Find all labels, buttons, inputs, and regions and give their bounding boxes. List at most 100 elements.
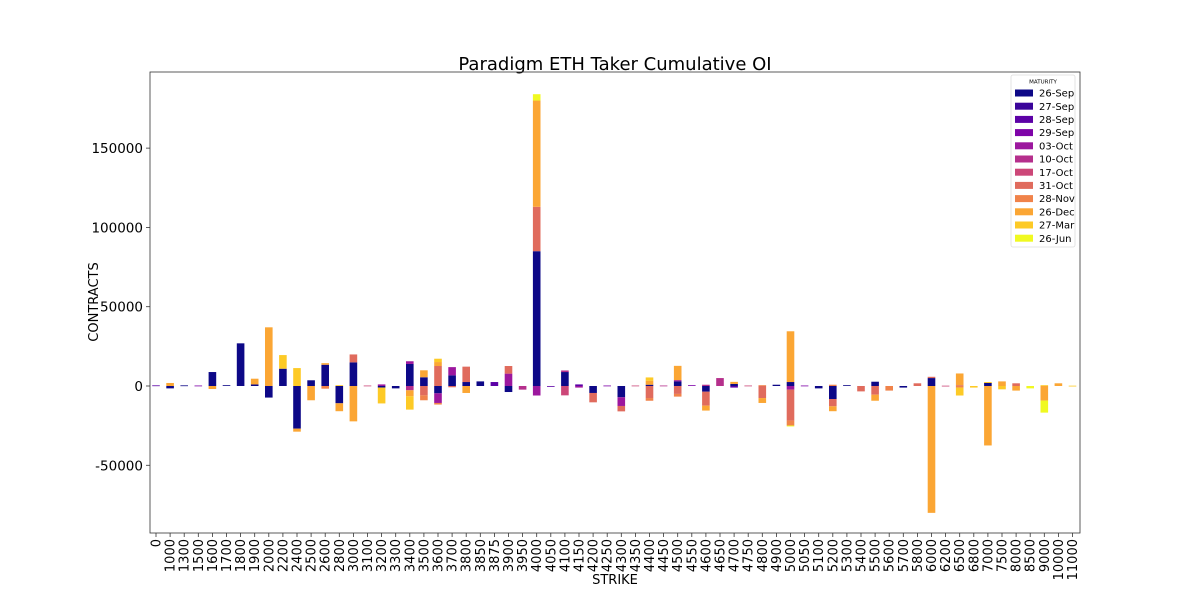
x-tick-label: 3200	[375, 539, 390, 572]
y-tick-label: 100000	[91, 220, 143, 236]
x-tick-label: 2800	[333, 539, 348, 572]
bar-segment-4400-26-Dec	[645, 380, 654, 385]
legend-label: 28-Nov	[1039, 194, 1075, 205]
x-tick-label: 4900	[770, 539, 785, 572]
bar-segment-3500-26-Sep	[420, 377, 428, 386]
bar-segment-4750-17-Oct	[744, 385, 752, 387]
bar-segment-5200-26-Sep	[829, 385, 837, 399]
bar-segment-3400-26-Sep	[406, 363, 414, 386]
bar-segment-3900-03-Oct	[504, 373, 513, 386]
x-tick-label: 8500	[1024, 539, 1039, 572]
x-tick-label: 6500	[953, 539, 968, 572]
bars-group	[152, 94, 1077, 513]
bar-segment-4600-26-Sep	[702, 385, 710, 392]
bar-segment-1900-26-Sep	[250, 384, 259, 386]
bar-segment-3800-26-Dec	[462, 385, 470, 393]
x-tick-label: 1000	[164, 539, 179, 572]
bar-segment-3600-26-Sep	[434, 385, 442, 394]
x-tick-label: 5100	[812, 539, 827, 572]
bar-segment-6800-27-Mar	[970, 385, 978, 388]
bar-segment-4800-28-Nov	[758, 385, 767, 387]
bar-segment-5050-29-Sep	[800, 385, 809, 387]
bar-segment-3600-27-Mar	[434, 358, 442, 363]
bar-segment-4200-31-Oct	[589, 392, 597, 403]
bar-segment-2400-26-Dec	[293, 428, 301, 432]
bar-segment-5800-31-Oct	[913, 383, 922, 386]
bar-segment-4500-31-Oct	[673, 385, 682, 394]
y-tick-label: 50000	[100, 300, 143, 316]
bar-segment-4500-28-Nov	[673, 393, 682, 397]
bar-segment-6500-27-Mar	[955, 387, 964, 396]
x-tick-label: 5300	[840, 539, 855, 572]
bar-segment-3400-10-Oct	[406, 385, 414, 391]
bar-segment-7000-26-Dec	[984, 385, 992, 446]
x-tick-label: 2400	[291, 539, 306, 572]
bar-segment-9000-26-Jun	[1040, 400, 1049, 413]
bar-segment-7000-26-Sep	[984, 382, 992, 386]
bar-segment-2000-26-Sep	[265, 385, 273, 398]
bar-segment-4000-26-Jun	[532, 94, 541, 101]
legend-swatch	[1015, 129, 1033, 137]
bar-segment-2800-26-Dec	[335, 403, 344, 412]
bar-segment-1000-26-Dec	[166, 382, 174, 386]
bar-segment-5100-26-Sep	[814, 385, 823, 389]
bar-segment-2600-26-Dec	[321, 363, 329, 365]
x-tick-label: 3900	[502, 539, 517, 572]
bar-segment-4300-31-Oct	[617, 405, 626, 412]
bar-segment-4700-28-Sep	[730, 385, 738, 388]
y-axis-label: CONTRACTS	[87, 262, 102, 341]
x-tick-label: 3100	[361, 539, 376, 572]
bar-segment-1300-26-Sep	[180, 385, 188, 387]
bar-segment-4150-03-Oct	[575, 385, 583, 388]
legend-swatch	[1015, 208, 1033, 216]
x-tick-label: 3500	[417, 539, 432, 572]
bar-segment-3850-26-Sep	[476, 381, 485, 386]
legend-label: 26-Jun	[1039, 234, 1072, 245]
bar-segment-6500-31-Oct	[955, 385, 964, 387]
bar-segment-7000-27-Mar	[984, 382, 992, 383]
bar-segment-4000-26-Sep	[532, 251, 541, 386]
x-tick-label: 3000	[347, 539, 362, 572]
bar-segment-4300-26-Sep	[617, 385, 626, 398]
bar-segment-3600-26-Dec	[434, 362, 442, 367]
y-axis: -50000 0 50000 100000 150000	[91, 141, 150, 474]
bar-segment-4700-26-Dec	[730, 381, 738, 384]
bar-segment-2500-26-Sep	[307, 380, 315, 386]
bar-segment-3200-27-Mar	[377, 387, 386, 404]
legend-swatch	[1015, 115, 1033, 123]
x-tick-label: 3850	[474, 539, 489, 572]
x-tick-label: 5200	[826, 539, 841, 572]
bar-segment-5500-26-Sep	[871, 381, 879, 386]
x-tick-label: 10000	[1052, 539, 1067, 580]
bar-segment-2600-28-Nov	[321, 385, 329, 389]
bar-segment-5200-26-Dec	[829, 406, 837, 412]
bar-segment-1700-26-Sep	[222, 385, 231, 387]
bar-segment-2000-26-Dec	[265, 327, 273, 386]
bar-segment-4300-03-Oct	[617, 397, 626, 406]
bar-segment-4650-10-Oct	[716, 378, 724, 386]
bar-segment-11000-27-Mar	[1068, 385, 1077, 387]
bar-segment-3200-03-Oct	[377, 384, 386, 386]
x-tick-label: 3950	[516, 539, 531, 572]
x-axis: 0 1000 1300 1500 1600 1700 1800 1900 2000 2200 240…	[150, 533, 1081, 580]
x-tick-label: 5800	[911, 539, 926, 572]
legend: MATURITY 26-Sep 27-Sep 28-Sep 29-Sep 03-Oct 1…	[1010, 74, 1076, 248]
x-tick-label: 7000	[981, 539, 996, 572]
bar-segment-3700-26-Sep	[448, 375, 456, 386]
bar-segment-5000-03-Oct	[786, 385, 795, 390]
x-tick-label: 5500	[869, 539, 884, 572]
bar-segment-10000-26-Dec	[1054, 383, 1063, 386]
x-tick-label: 1900	[248, 539, 263, 572]
bar-segment-4600-10-Oct	[702, 384, 710, 386]
legend-label: 29-Sep	[1039, 128, 1074, 139]
bar-segment-4450-10-Oct	[659, 385, 668, 387]
bar-segment-5300-26-Sep	[843, 385, 851, 387]
bar-segment-2200-27-Mar	[279, 355, 287, 369]
bar-segment-2800-27-Mar	[335, 385, 344, 387]
x-tick-label: 4150	[573, 539, 588, 572]
bar-segment-3700-31-Oct	[448, 385, 456, 388]
y-tick-label: 150000	[91, 141, 143, 157]
bar-segment-3100-17-Oct	[363, 385, 372, 387]
bar-segment-9000-26-Dec	[1040, 385, 1049, 401]
bar-segment-3500-28-Nov	[420, 395, 428, 401]
